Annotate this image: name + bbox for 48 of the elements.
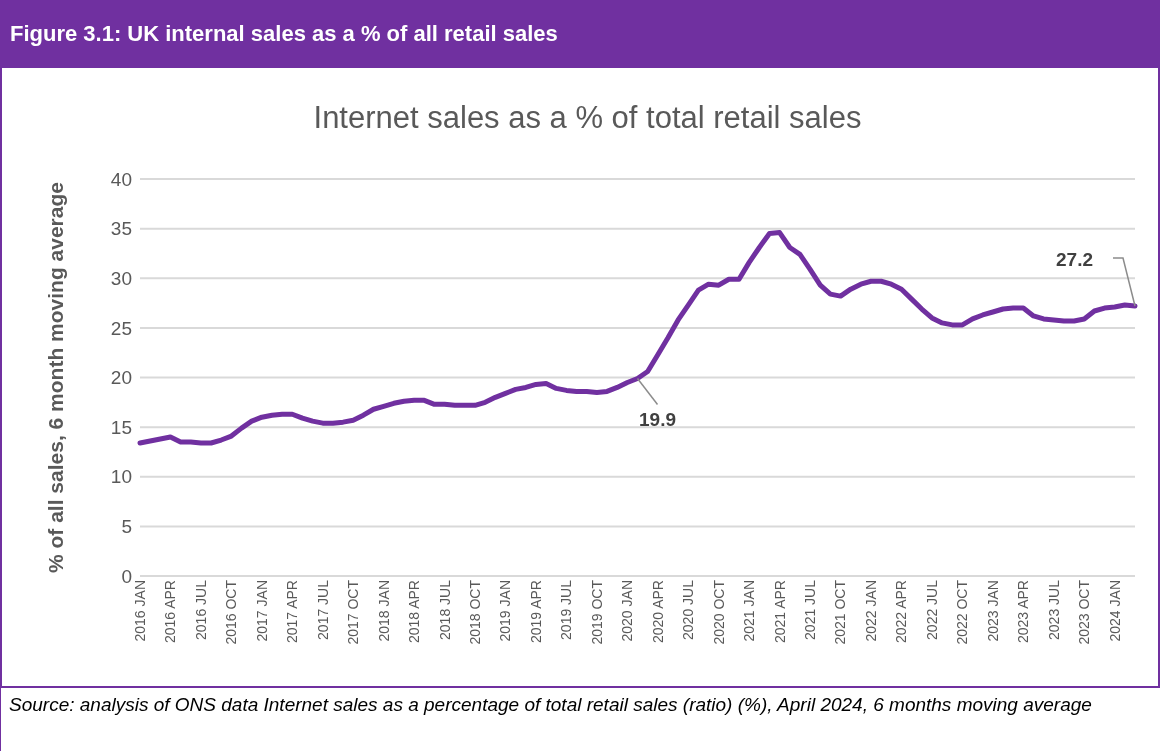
x-tick-label: 2017 JUL (314, 579, 331, 640)
x-tick-label: 2016 OCT (223, 579, 240, 645)
x-tick-label: 2016 JAN (131, 580, 148, 642)
x-tick-label: 2017 JAN (253, 580, 270, 642)
x-tick-label: 2018 OCT (466, 579, 483, 645)
x-tick-label: 2020 APR (649, 580, 666, 644)
y-tick-label: 20 (110, 367, 132, 389)
x-tick-label: 2023 JAN (984, 580, 1001, 642)
x-tick-label: 2023 JUL (1045, 579, 1062, 640)
x-tick-label: 2016 JUL (192, 579, 209, 640)
x-tick-label: 2022 OCT (954, 579, 971, 645)
y-tick-label: 25 (110, 317, 132, 339)
data-label: 27.2 (1056, 249, 1093, 271)
chart-subtitle: Internet sales as a % of total retail sales (312, 100, 863, 136)
x-tick-label: 2024 JAN (1106, 580, 1123, 642)
x-tick-label: 2018 JAN (375, 580, 392, 642)
x-tick-label: 2016 APR (162, 580, 179, 644)
x-tick-label: 2018 JUL (436, 579, 453, 640)
x-tick-label: 2021 APR (771, 580, 788, 644)
x-tick-label: 2020 OCT (710, 579, 727, 645)
y-tick-label: 10 (110, 466, 132, 488)
x-tick-label: 2019 JAN (497, 580, 514, 642)
y-tick-label: 15 (110, 416, 132, 438)
chart-title: Figure 3.1: UK internal sales as a % of all retail sales (0, 0, 1160, 68)
y-tick-label: 35 (110, 218, 132, 240)
y-tick-label: 40 (110, 168, 132, 190)
x-tick-label: 2020 JAN (619, 580, 636, 642)
x-tick-label: 2019 APR (527, 580, 544, 644)
x-tick-label: 2017 APR (284, 580, 301, 644)
x-tick-label: 2018 APR (406, 580, 423, 644)
y-tick-label: 30 (110, 267, 132, 289)
y-tick-label: 5 (121, 516, 132, 538)
x-tick-label: 2023 OCT (1076, 579, 1093, 645)
x-tick-label: 2021 OCT (832, 579, 849, 645)
x-tick-label: 2019 OCT (588, 579, 605, 645)
x-tick-label: 2017 OCT (345, 579, 362, 645)
y-axis-title: % of all sales, 6 month moving average (44, 182, 68, 573)
source-note: Source: analysis of ONS data Internet sales as a percentage of total retail sales (ratio) (%), April 2024, 6 months moving average (9, 693, 1093, 717)
x-tick-label: 2019 JUL (558, 579, 575, 640)
x-tick-label: 2020 JUL (680, 579, 697, 640)
data-label: 19.9 (639, 409, 676, 431)
x-tick-label: 2022 JAN (862, 580, 879, 642)
x-tick-label: 2021 JAN (741, 580, 758, 642)
x-tick-label: 2022 APR (893, 580, 910, 644)
x-tick-label: 2023 APR (1015, 580, 1032, 644)
x-tick-label: 2022 JUL (923, 579, 940, 640)
x-tick-label: 2021 JUL (802, 579, 819, 640)
y-tick-label: 0 (121, 565, 132, 587)
